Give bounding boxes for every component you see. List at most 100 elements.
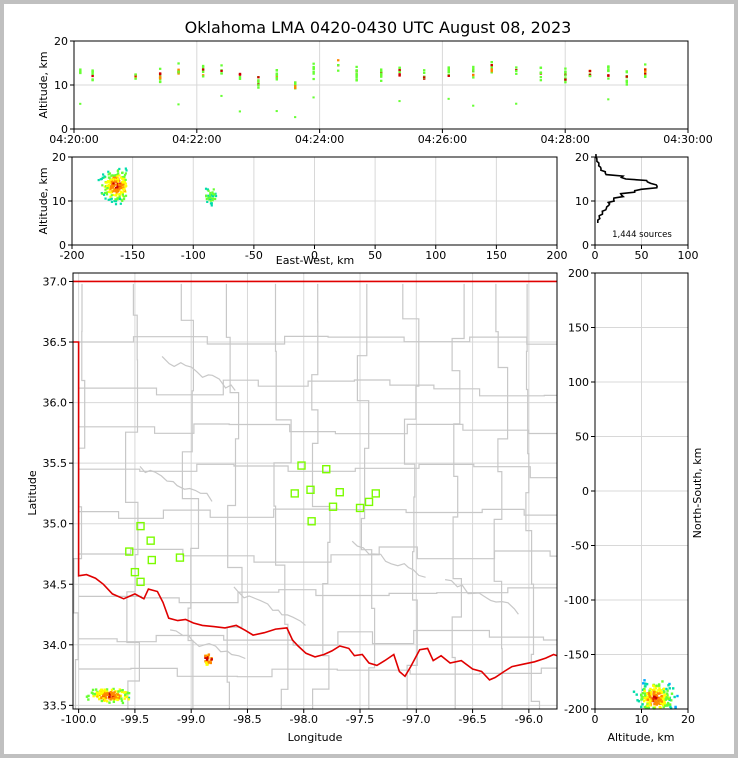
ew-height-source: [116, 185, 119, 188]
time-height-source: [238, 77, 242, 80]
time-height-source: [588, 73, 592, 77]
map-source: [100, 688, 103, 692]
ew-height-source: [122, 183, 125, 186]
time-height-source: [220, 94, 223, 97]
time-height-source: [380, 75, 383, 78]
ew-height-source: [212, 188, 215, 191]
county-line: [139, 466, 213, 502]
map-source: [116, 698, 119, 702]
map-source: [210, 658, 213, 661]
ns-height-source: [652, 693, 655, 697]
time-height-source: [398, 66, 401, 69]
time-height-source: [312, 72, 315, 75]
map-source: [102, 696, 105, 700]
time-height-source: [79, 102, 82, 105]
time-height-source: [515, 69, 518, 73]
map-frame: [72, 272, 558, 710]
ew-height-source: [124, 172, 127, 175]
histogram-xtick-label: 100: [678, 249, 699, 262]
ns-height-source: [659, 691, 662, 695]
time-height-source: [380, 71, 383, 74]
time-height-source: [275, 73, 279, 77]
ns-height-source: [673, 695, 676, 699]
county-line: [311, 283, 331, 709]
time-height-source: [312, 96, 315, 99]
time-height-source: [294, 81, 297, 84]
time-height-source: [398, 74, 401, 77]
ew-height-source: [110, 178, 113, 181]
ew-height-source: [118, 197, 121, 201]
county-line: [233, 586, 306, 626]
ew-height-source: [121, 175, 124, 179]
time-height-source: [294, 84, 297, 87]
map-panel: -100.0 -99.5 -99.0 -98.5 -98.0 -97.5 -97.0 -96.…: [26, 272, 558, 744]
ew-height-source: [103, 185, 106, 188]
ns-height-source: [671, 687, 675, 690]
ew-height-source: [115, 193, 118, 197]
lma-station-marker: [371, 489, 380, 498]
histogram-ytick-label: 10: [575, 195, 589, 208]
ew-height-source: [124, 178, 127, 181]
ew-height-source: [206, 188, 210, 191]
map-xtick-label: -96.5: [458, 713, 486, 726]
ew-height-source: [123, 173, 127, 177]
map-xtick-label: -99.5: [121, 713, 149, 726]
time-height-source: [355, 79, 358, 82]
map-source: [102, 694, 105, 697]
ew-height-source: [107, 183, 110, 187]
map-source: [85, 695, 89, 698]
ns-height-source: [651, 684, 655, 687]
ew-height-source: [105, 193, 109, 196]
map-source: [99, 691, 103, 694]
ew-height-source: [116, 180, 120, 183]
ew-height-ticks: -200 -150 -100 -50 0 50 100 150 200 0 10 20: [52, 151, 568, 262]
time-height-source: [220, 64, 223, 67]
time-height-source: [472, 76, 475, 79]
time-height-xtick-label: 04:22:00: [172, 133, 221, 146]
time-height-source: [312, 62, 315, 65]
ew-height-source: [115, 180, 118, 183]
time-height-source: [158, 67, 162, 70]
map-xtick-label: -98.5: [233, 713, 261, 726]
map-source: [127, 696, 131, 700]
time-height-source: [472, 104, 475, 107]
ew-height-source: [121, 193, 124, 196]
ew-height-sources: [97, 167, 218, 207]
ns-height-source: [646, 703, 649, 706]
ew-height-source: [211, 199, 214, 202]
ew-height-source: [214, 194, 218, 198]
ns-height-source: [663, 702, 667, 705]
time-height-source: [220, 69, 223, 72]
time-height-source: [275, 78, 279, 81]
histogram-ticks: 0 50 100 0 10 20: [575, 151, 699, 262]
map-source: [120, 697, 123, 700]
time-height-source: [447, 74, 450, 77]
ns-height-source: [647, 692, 651, 695]
time-height-source: [380, 68, 383, 71]
county-line: [493, 283, 509, 709]
time-height-source: [644, 74, 647, 77]
ns-height-source: [653, 707, 656, 710]
ew-height-xtick-label: 0: [311, 249, 318, 262]
ew-height-source: [114, 178, 118, 182]
ns-height-source: [655, 684, 658, 687]
ns-height-source: [666, 703, 669, 706]
time-height-source: [539, 66, 543, 69]
map-source: [100, 692, 104, 696]
ns-height-source: [646, 701, 649, 704]
time-height-source: [294, 86, 297, 90]
ns-height-source: [653, 690, 656, 694]
ns-height-ylabel: North-South, km: [691, 448, 704, 539]
ew-height-source: [211, 191, 214, 194]
time-height-source: [257, 84, 260, 87]
ns-height-source: [640, 695, 643, 698]
time-height-source: [91, 74, 94, 78]
ns-height-source: [659, 701, 663, 705]
time-height-source: [515, 66, 518, 69]
lma-station-marker: [307, 517, 316, 526]
ns-height-source: [643, 692, 647, 695]
ew-height-source: [109, 188, 112, 191]
ew-height-source: [101, 176, 104, 179]
map-source: [112, 693, 115, 696]
ew-height-source: [112, 190, 115, 193]
